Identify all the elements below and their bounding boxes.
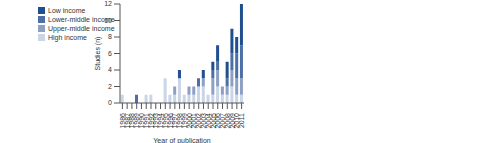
svg-text:8: 8 <box>108 33 112 40</box>
svg-text:2011: 2011 <box>238 113 245 128</box>
svg-text:10: 10 <box>104 17 112 24</box>
svg-text:12: 12 <box>104 0 112 7</box>
svg-text:0: 0 <box>108 99 112 106</box>
svg-text:2: 2 <box>108 83 112 90</box>
svg-text:Year of publication: Year of publication <box>153 137 210 143</box>
svg-text:4: 4 <box>108 66 112 73</box>
svg-text:6: 6 <box>108 50 112 57</box>
svg-text:Studies (n): Studies (n) <box>94 37 102 71</box>
